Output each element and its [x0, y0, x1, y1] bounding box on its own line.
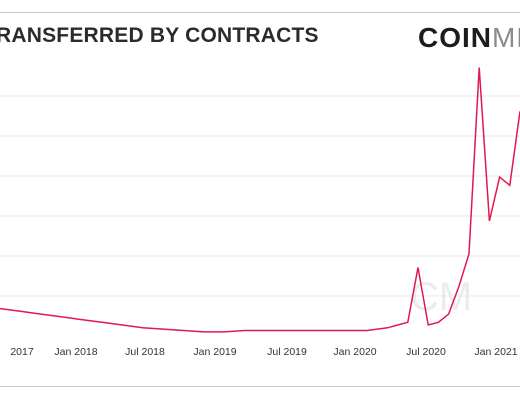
logo-bold-text: COIN: [418, 22, 492, 53]
x-tick-label: Jan 2019: [193, 346, 236, 358]
watermark-text: CM: [410, 275, 472, 319]
x-tick-label: Jul 2020: [406, 346, 446, 358]
x-tick-label: Jan 2021: [474, 346, 517, 358]
x-axis: 2017 Jan 2018 Jul 2018 Jan 2019 Jul 2019 Jan …: [10, 346, 517, 358]
x-tick-label: 2017: [10, 346, 34, 358]
x-tick-label: Jul 2019: [267, 346, 307, 358]
chart-title: RANSFERRED BY CONTRACTS: [0, 24, 319, 47]
logo-light-text: MET: [492, 22, 520, 53]
x-tick-label: Jul 2018: [125, 346, 165, 358]
series-line: [0, 67, 520, 333]
bottom-border: [0, 386, 520, 387]
x-tick-label: Jan 2020: [333, 346, 376, 358]
series-group: [0, 67, 520, 333]
top-border: [0, 12, 520, 13]
coinmetrics-logo: COINMET: [418, 22, 520, 54]
grid-lines: [0, 95, 520, 297]
x-tick-label: Jan 2018: [54, 346, 97, 358]
